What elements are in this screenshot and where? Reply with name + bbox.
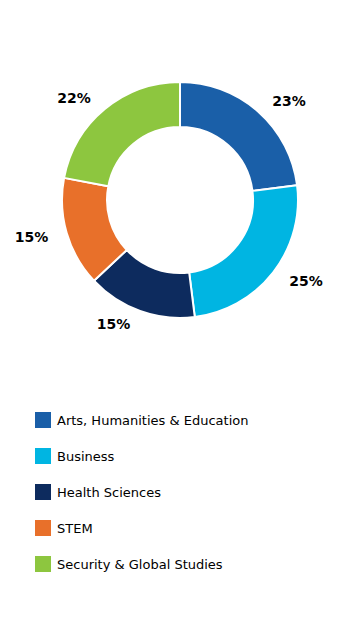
svg-text:22%: 22% (57, 90, 91, 106)
svg-text:15%: 15% (15, 229, 49, 245)
svg-text:Business: Business (57, 449, 115, 464)
svg-text:STEM: STEM (57, 521, 93, 536)
svg-text:25%: 25% (289, 273, 323, 289)
svg-text:Security & Global Studies: Security & Global Studies (57, 557, 223, 572)
svg-text:15%: 15% (97, 316, 131, 332)
svg-text:23%: 23% (272, 93, 306, 109)
svg-text:Health Sciences: Health Sciences (57, 485, 161, 500)
svg-text:Arts, Humanities & Education: Arts, Humanities & Education (57, 413, 248, 428)
